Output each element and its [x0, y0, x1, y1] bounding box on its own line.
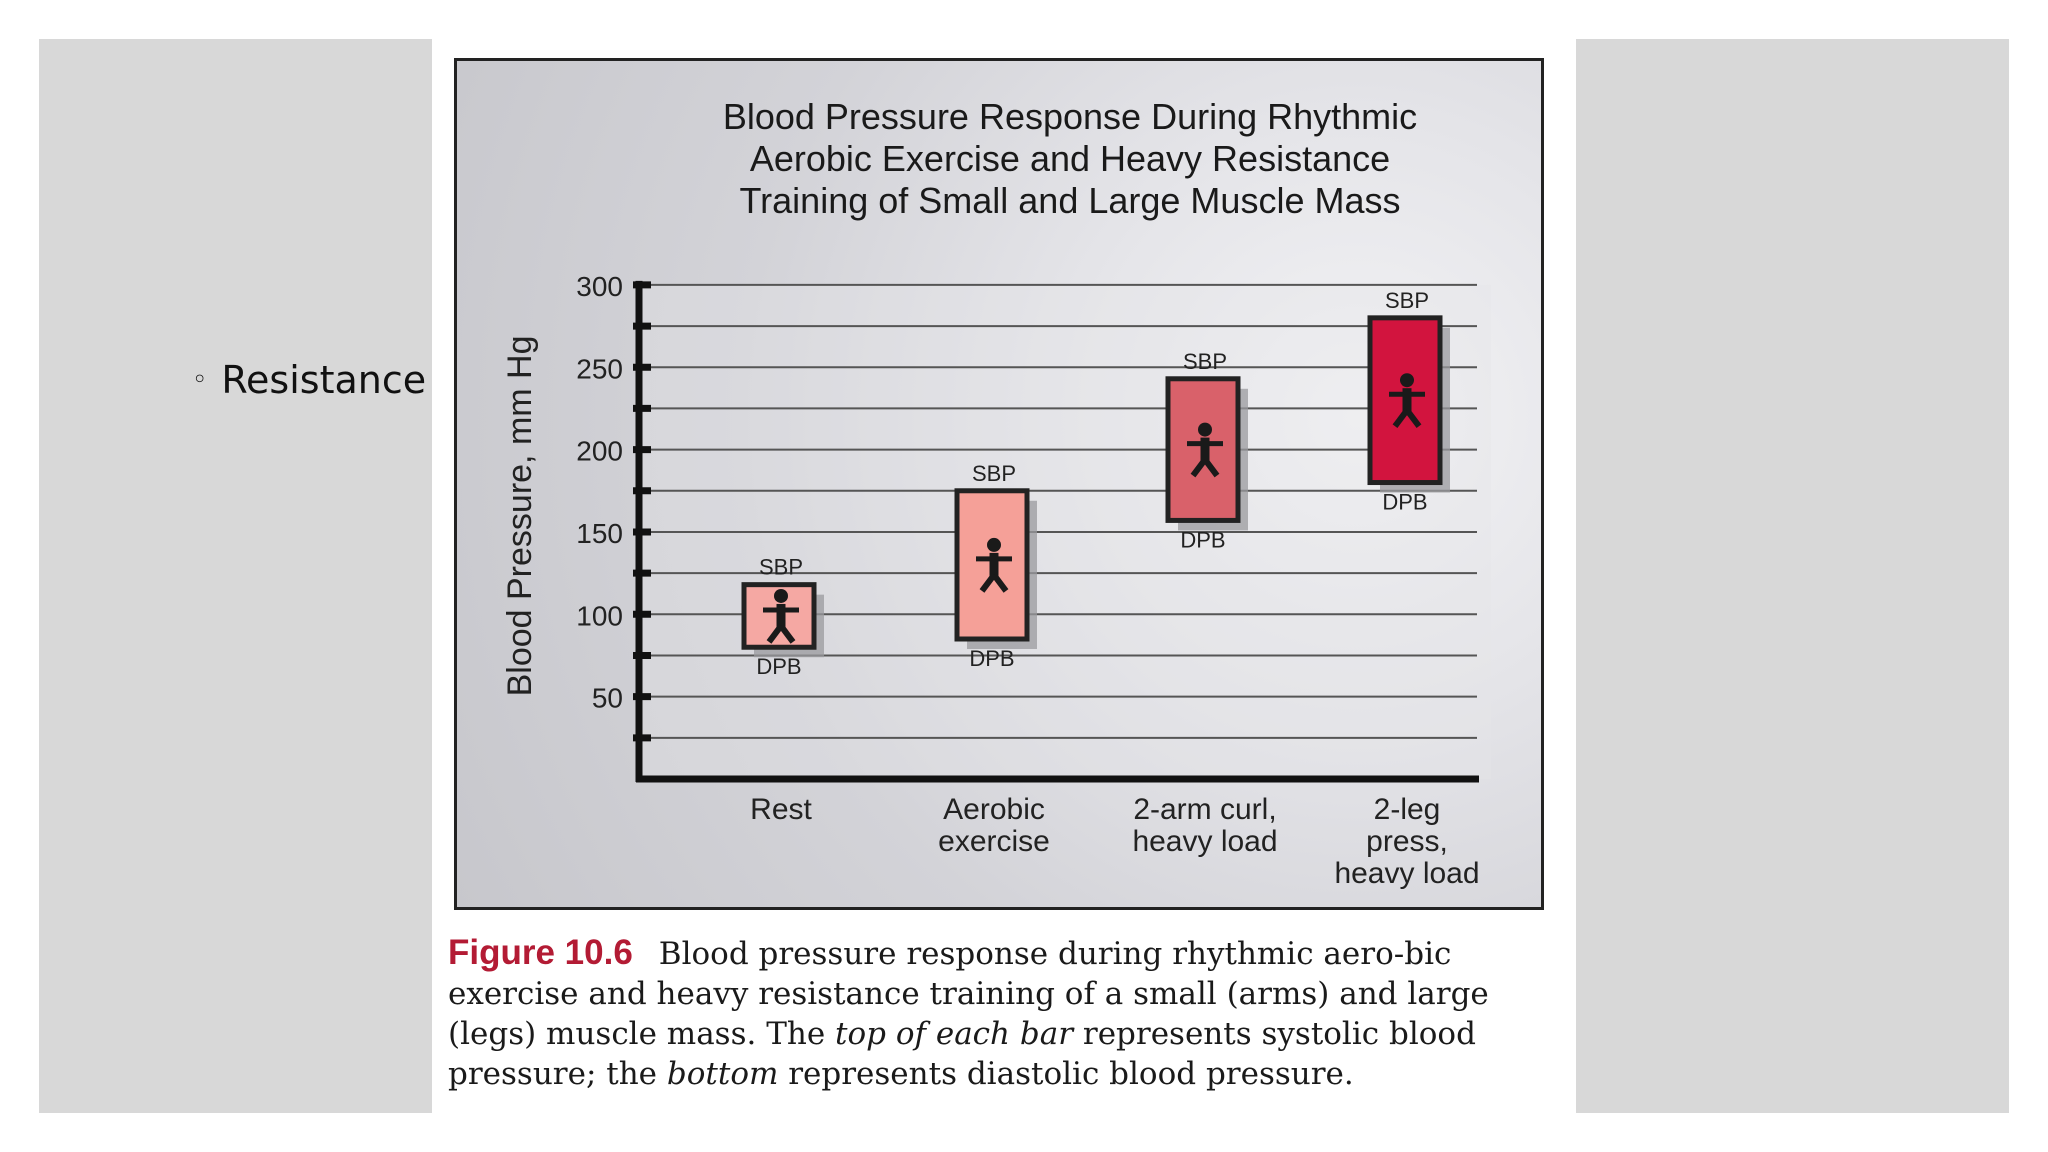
- y-tick-label: 200: [576, 436, 623, 467]
- chart-title: Blood Pressure Response During Rhythmic …: [580, 96, 1560, 222]
- y-tick-label: 300: [576, 271, 623, 302]
- bullet-symbol: ◦: [192, 365, 208, 395]
- sbp-label: SBP: [972, 461, 1016, 486]
- dbp-label: DPB: [1382, 490, 1427, 515]
- dbp-label: DPB: [1180, 527, 1225, 552]
- arm-curl-icon: [1187, 422, 1223, 478]
- leg-press-icon: [1389, 373, 1425, 428]
- y-tick-label: 250: [576, 353, 623, 384]
- reclining-person-icon: [763, 588, 799, 644]
- y-tick-label: 100: [576, 600, 623, 631]
- dbp-label: DPB: [756, 654, 801, 679]
- x-category-label: exercise: [938, 825, 1050, 858]
- figure-label: Figure 10.6: [448, 933, 633, 972]
- caption-italic: top of each bar: [835, 1016, 1074, 1052]
- chart-title-line: Aerobic Exercise and Heavy Resistance: [749, 138, 1391, 179]
- y-axis-label: Blood Pressure, mm Hg: [501, 335, 539, 696]
- sbp-label: SBP: [759, 555, 803, 580]
- chart-title-line: Training of Small and Large Muscle Mass: [739, 180, 1401, 221]
- chart-plot: 50 100 150 200 250 300 Blood Pressure, mm Hg SB…: [501, 271, 1491, 890]
- runner-icon: [976, 537, 1012, 593]
- caption-italic: bottom: [666, 1056, 779, 1092]
- y-tick-label: 150: [576, 518, 623, 549]
- bullet-point: ◦ Resistance E: [192, 358, 462, 402]
- chart-frame: 50 100 150 200 250 300 Blood Pressure, mm Hg SB…: [454, 58, 1544, 910]
- caption-text: represents systolic blood pressure; the: [448, 1016, 1476, 1092]
- x-category-label: press,: [1366, 825, 1448, 858]
- sbp-label: SBP: [1385, 288, 1429, 313]
- x-category-label: heavy load: [1334, 857, 1479, 890]
- x-category-label: 2-arm curl,: [1133, 793, 1276, 826]
- sbp-label: SBP: [1183, 349, 1227, 374]
- x-category-label: 2-leg: [1374, 793, 1441, 826]
- y-tick-label: 50: [592, 683, 623, 714]
- x-category-label: Aerobic: [943, 793, 1045, 826]
- caption-text: Blood pressure response during rhythmic …: [448, 936, 1489, 1052]
- x-category-label: Rest: [750, 793, 812, 826]
- bullet-text: Resistance E: [221, 358, 463, 402]
- figure-caption: Figure 10.6 Blood pressure response durin…: [448, 933, 1548, 1094]
- x-category-label: heavy load: [1132, 825, 1277, 858]
- chart-title-line: Blood Pressure Response During Rhythmic: [722, 96, 1418, 137]
- dbp-label: DPB: [969, 646, 1014, 671]
- caption-text: represents diastolic blood pressure.: [778, 1056, 1354, 1092]
